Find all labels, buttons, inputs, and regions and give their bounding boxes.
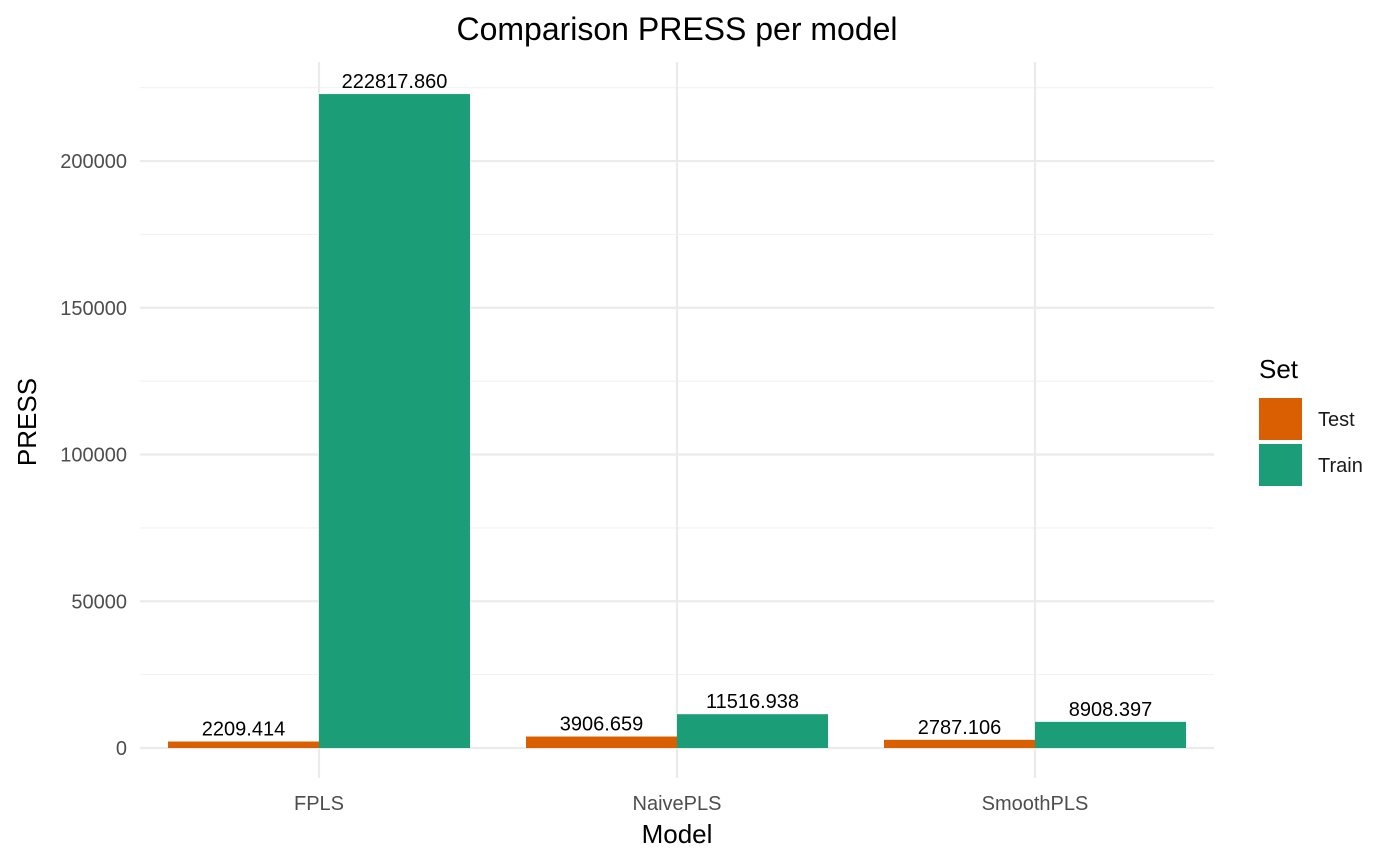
bar-train-fpls <box>319 94 470 748</box>
y-tick-label: 200000 <box>60 151 127 173</box>
legend-swatch-train <box>1259 444 1302 486</box>
legend-label-test: Test <box>1318 409 1355 431</box>
data-label-test-smoothpls: 2787.106 <box>918 717 1001 739</box>
y-tick-label: 50000 <box>71 591 127 613</box>
grid <box>140 62 1214 778</box>
data-label-train-fpls: 222817.860 <box>342 71 448 93</box>
data-label-test-naivepls: 3906.659 <box>560 714 643 736</box>
x-axis-ticks: FPLS NaivePLS SmoothPLS <box>294 793 1088 815</box>
legend-items: Test Train <box>1259 398 1363 486</box>
x-tick-label: SmoothPLS <box>982 793 1089 815</box>
y-axis-title: PRESS <box>12 378 42 466</box>
y-tick-label: 0 <box>116 738 127 760</box>
bars <box>168 94 1186 748</box>
bar-train-naivepls <box>677 714 828 748</box>
bar-test-fpls <box>168 741 319 748</box>
x-axis-title: Model <box>642 819 713 849</box>
data-label-train-naivepls: 11516.938 <box>706 691 799 713</box>
data-labels: 2209.414 3906.659 2787.106 222817.860 11516.… <box>202 71 1152 740</box>
bar-train-smoothpls <box>1035 721 1186 748</box>
chart-title: Comparison PRESS per model <box>456 11 897 47</box>
y-tick-label: 150000 <box>60 298 127 320</box>
legend-swatch-test <box>1259 398 1302 440</box>
y-axis-ticks: 0 50000 100000 150000 200000 <box>60 151 127 760</box>
legend: Set Test Train <box>1259 354 1363 486</box>
legend-title: Set <box>1259 354 1299 384</box>
x-tick-label: FPLS <box>294 793 344 815</box>
data-label-test-fpls: 2209.414 <box>202 719 285 741</box>
data-label-train-smoothpls: 8908.397 <box>1069 699 1152 721</box>
bar-test-smoothpls <box>884 739 1035 748</box>
x-tick-label: NaivePLS <box>633 793 722 815</box>
y-tick-label: 100000 <box>60 445 127 467</box>
legend-label-train: Train <box>1318 455 1363 477</box>
bar-test-naivepls <box>526 736 677 748</box>
